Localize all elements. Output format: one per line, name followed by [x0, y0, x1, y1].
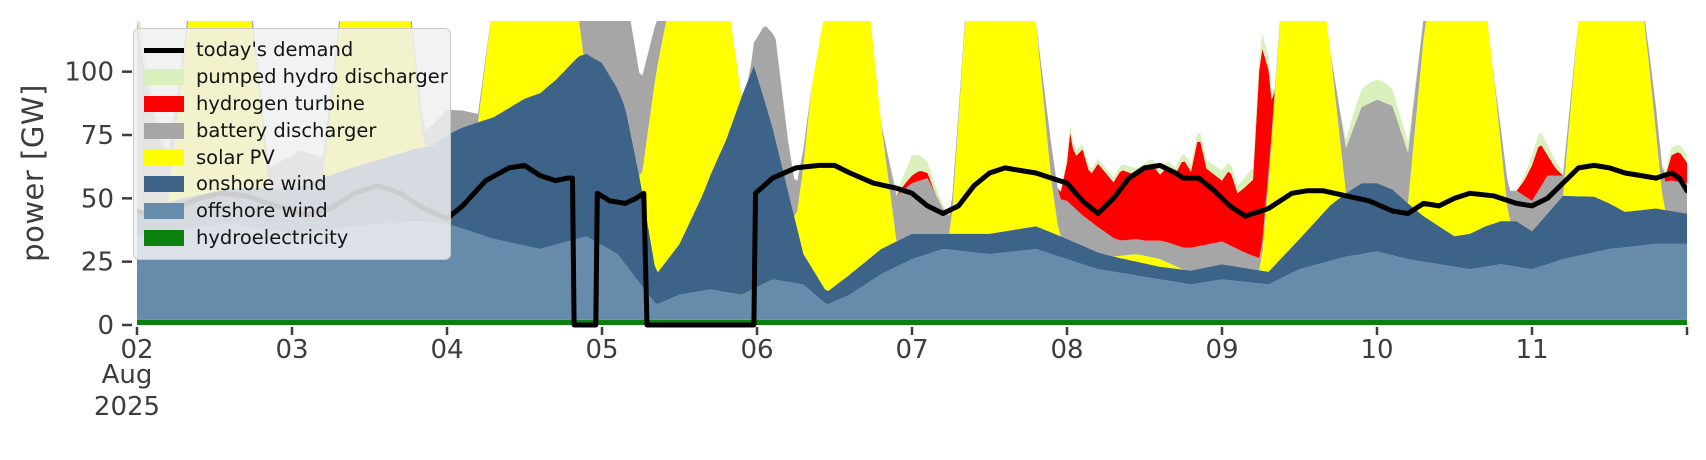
x-axis-month-label: Aug — [101, 360, 153, 390]
area-battery-discharger — [137, 21, 1687, 271]
x-axis-ticks: 02 03 04 05 06 07 08 09 10 11 — [120, 327, 1689, 365]
stacked-areas — [137, 21, 1687, 325]
legend-label: today's demand — [196, 38, 354, 62]
legend-item-battery-discharger: battery discharger — [144, 118, 440, 144]
y-tick-label: 0 — [97, 311, 114, 341]
legend-label: solar PV — [196, 145, 275, 169]
legend-label: offshore wind — [196, 199, 328, 223]
x-tick-label: 04 — [430, 335, 463, 365]
legend-item-hydrogen-turbine: hydrogen turbine — [144, 91, 440, 117]
x-tick-label: 07 — [895, 335, 928, 365]
legend-label: onshore wind — [196, 172, 327, 196]
legend-color-swatch — [144, 95, 184, 112]
area-onshore-wind — [137, 53, 1687, 305]
x-tick-label: 05 — [585, 335, 618, 365]
legend-label: hydrogen turbine — [196, 91, 365, 115]
y-tick-label: 25 — [81, 248, 114, 278]
legend-item-pumped-hydro-discharger: pumped hydro discharger — [144, 64, 448, 90]
legend-item-onshore-wind: onshore wind — [144, 171, 440, 197]
y-axis-ticks: 0 25 50 75 100 — [64, 58, 132, 341]
x-tick-label: 06 — [740, 335, 773, 365]
x-tick-label: 11 — [1515, 335, 1548, 365]
legend-label: hydroelectricity — [196, 226, 349, 250]
y-tick-label: 100 — [64, 58, 114, 88]
legend-color-swatch — [144, 176, 184, 193]
legend-color-swatch — [144, 68, 184, 85]
area-offshore-wind — [137, 221, 1687, 320]
x-tick-label: 03 — [275, 335, 308, 365]
legend-line-swatch — [144, 47, 184, 53]
y-axis-label: power [GW] — [16, 84, 50, 262]
legend-item-today-s-demand: today's demand — [144, 37, 440, 63]
legend-color-swatch — [144, 229, 184, 246]
legend-label: battery discharger — [196, 118, 377, 142]
area-hydroelectricity — [137, 319, 1687, 325]
demand-line — [137, 162, 1687, 328]
area-solar-PV — [137, 21, 1687, 291]
x-tick-label: 02 — [120, 335, 153, 365]
demand-line-path — [137, 162, 1687, 328]
legend-item-hydroelectricity: hydroelectricity — [144, 225, 440, 251]
x-tick-label: 10 — [1360, 335, 1393, 365]
x-tick-label: 08 — [1050, 335, 1083, 365]
legend-item-solar-pv: solar PV — [144, 144, 440, 170]
y-tick-label: 50 — [81, 184, 114, 214]
legend-label: pumped hydro discharger — [196, 65, 448, 89]
legend: today's demand pumped hydro discharger hyd… — [133, 28, 451, 260]
legend-color-swatch — [144, 203, 184, 220]
x-axis-year-label: 2025 — [93, 392, 161, 422]
legend-item-offshore-wind: offshore wind — [144, 198, 440, 224]
x-tick-label: 09 — [1205, 335, 1238, 365]
y-tick-label: 75 — [81, 121, 114, 151]
legend-color-swatch — [144, 149, 184, 166]
legend-color-swatch — [144, 122, 184, 139]
